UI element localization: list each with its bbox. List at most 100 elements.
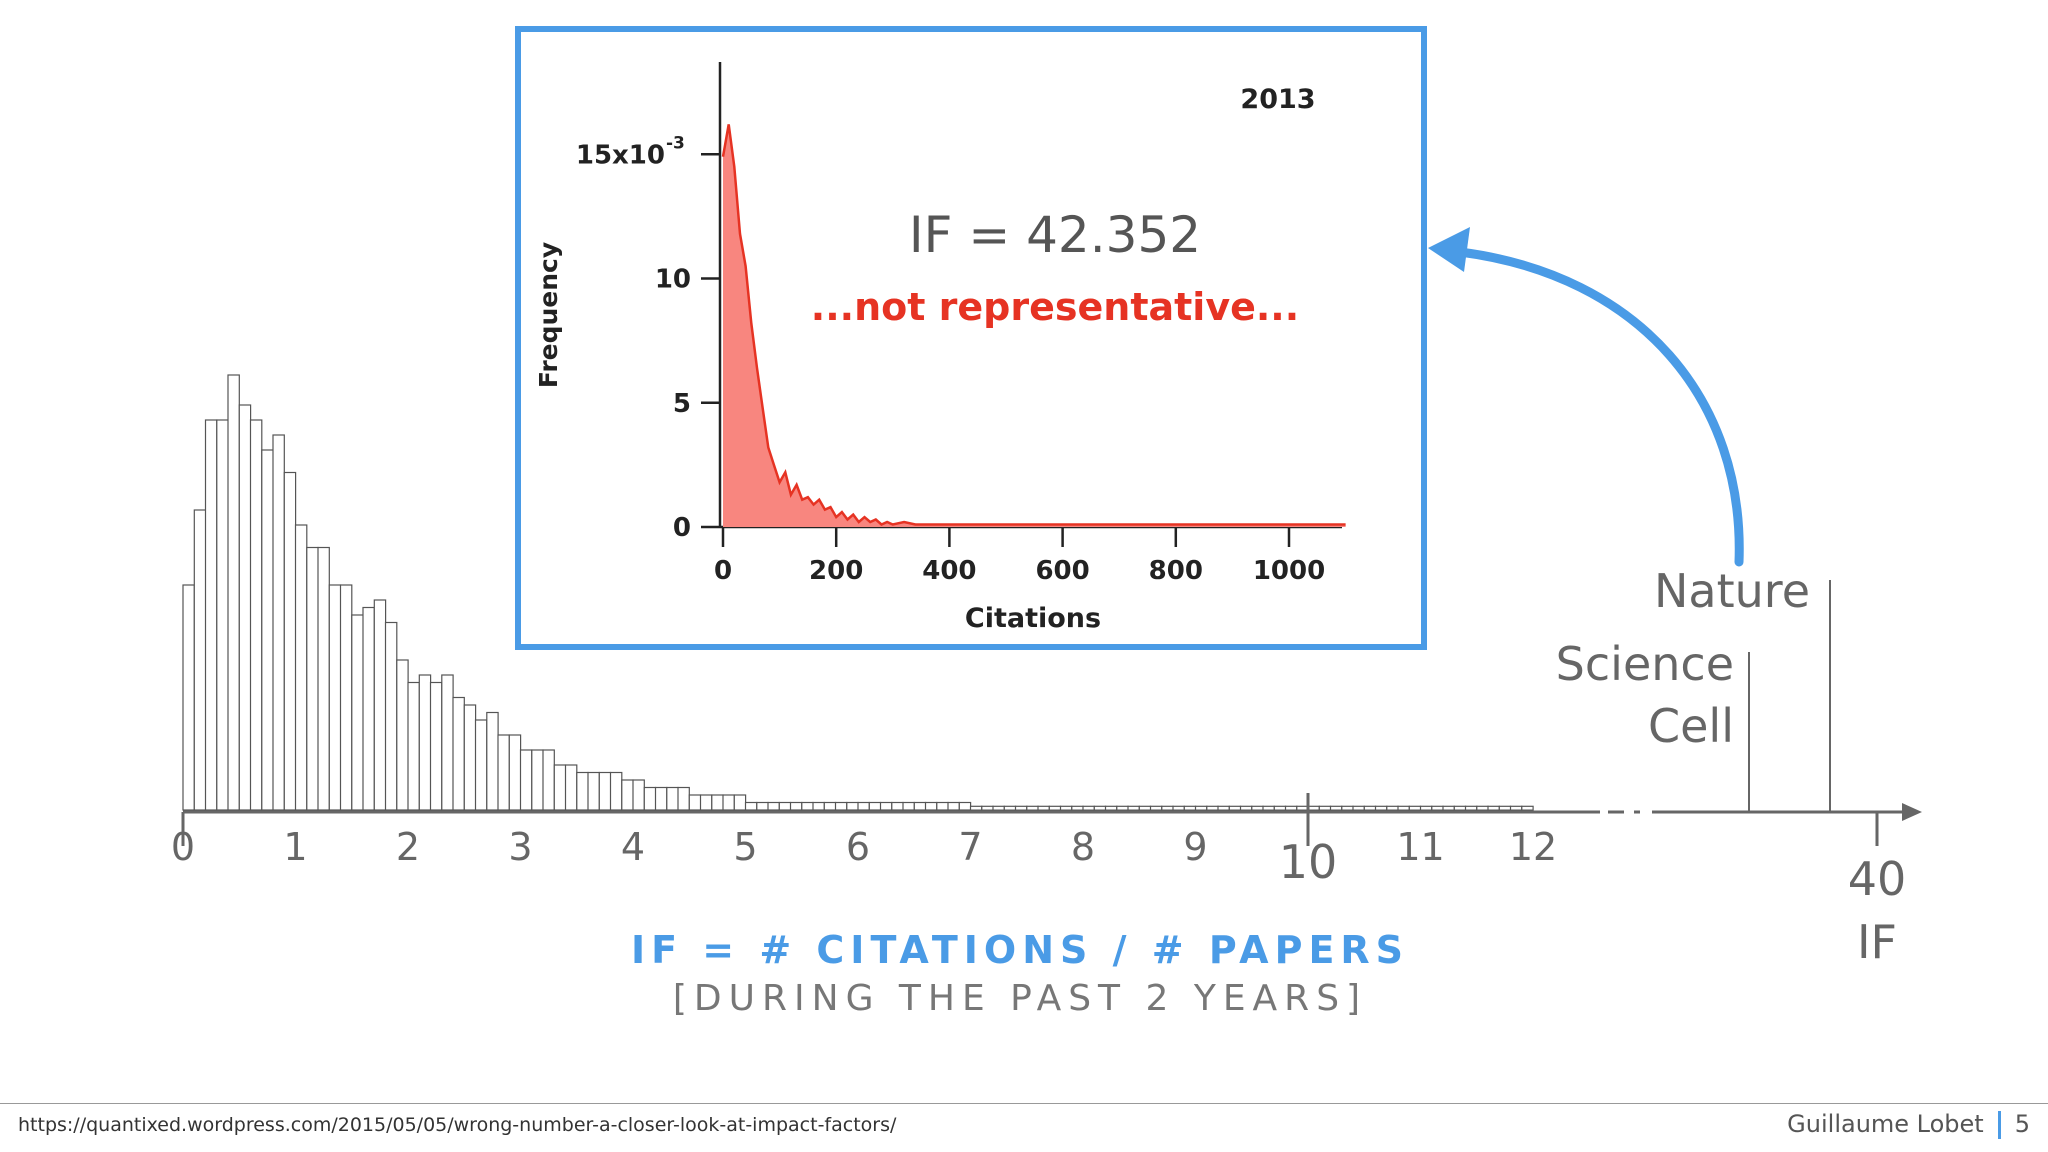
histogram-bar [1172, 805, 1185, 811]
inset-y-tick-label: 0 [673, 513, 691, 543]
cell-label: Cell [1648, 699, 1734, 753]
histogram-bar [767, 801, 780, 811]
if-histogram [182, 374, 1534, 811]
histogram-bar [1521, 805, 1534, 811]
histogram-bar [553, 764, 567, 811]
histogram-bar [902, 801, 915, 811]
histogram-bar [1284, 805, 1298, 811]
histogram-bar [272, 434, 285, 811]
if-axis-tick-label: 6 [846, 825, 870, 869]
histogram-bar [407, 681, 420, 811]
histogram-bar [1442, 805, 1455, 811]
footer-credit: Guillaume Lobet 5 [1787, 1110, 2030, 1139]
if-axis-tick-label: 2 [396, 825, 420, 869]
histogram-bar [486, 711, 499, 811]
histogram-bar [1509, 805, 1523, 811]
histogram-bar [598, 771, 612, 811]
histogram-bar [193, 509, 207, 811]
histogram-bar [463, 704, 477, 811]
histogram-bar [1386, 805, 1399, 811]
histogram-bar [1048, 805, 1062, 811]
histogram-bar [1149, 805, 1163, 811]
histogram-bar [204, 419, 218, 811]
if-axis-ticks: 0 1 2 3 4 5 6 7 8 9 10 11 12 [171, 793, 1557, 889]
footer-page-number: 5 [2014, 1110, 2030, 1138]
histogram-bar [1239, 805, 1253, 811]
histogram-bar [531, 749, 544, 811]
histogram-bar [216, 419, 229, 811]
if-axis-tick-label: 1 [283, 825, 307, 869]
histogram-bar [812, 801, 825, 811]
histogram-bar [1464, 805, 1478, 811]
histogram-bar [1419, 805, 1433, 811]
histogram-bar [1014, 805, 1028, 811]
histogram-bar [317, 546, 330, 811]
inset-y-tick-exponent: -3 [666, 133, 685, 153]
histogram-bar [429, 681, 443, 811]
histogram-bar [1116, 805, 1129, 811]
histogram-bar [891, 801, 904, 811]
inset-xlabel: Citations [965, 603, 1101, 634]
if-far-tick-label: 40 [1848, 852, 1907, 906]
histogram-bar [1071, 805, 1084, 811]
histogram-bar [542, 749, 555, 811]
histogram-bar [969, 805, 983, 811]
histogram-bar [564, 764, 578, 811]
histogram-bar [936, 801, 949, 811]
if-axis-tick-label: 7 [958, 825, 982, 869]
histogram-bar [1093, 805, 1107, 811]
histogram-bar [1318, 805, 1332, 811]
histogram-bar [632, 779, 645, 811]
histogram-bar [1194, 805, 1208, 811]
histogram-bar [1026, 805, 1039, 811]
histogram-bar [1217, 805, 1230, 811]
histogram-bar [778, 801, 792, 811]
inset-if-value: IF = 42.352 [909, 206, 1201, 264]
histogram-bar [418, 674, 432, 811]
callout-arrow [1428, 227, 1744, 567]
histogram-bar [699, 794, 713, 811]
histogram-bar [1003, 805, 1017, 811]
histogram-bar [677, 786, 690, 811]
citation-line [721, 124, 1346, 526]
if-axis-label: IF [1857, 915, 1897, 969]
histogram-bar [733, 794, 747, 811]
journal-markers: Nature Science Cell [1556, 564, 1831, 812]
histogram-bar [1037, 805, 1050, 811]
inset-border [515, 26, 1427, 650]
histogram-bar [339, 584, 353, 811]
histogram-bar [789, 801, 803, 811]
histogram-bar [362, 606, 375, 811]
citation-area [723, 124, 1346, 528]
citation-chart: 0 200 400 600 800 1000 0 5 10 15x10 -3 [576, 62, 1346, 586]
histogram-bar [249, 419, 263, 811]
if-axis-tick-label: 10 [1279, 835, 1338, 889]
if-axis-tick-label: 3 [508, 825, 532, 869]
histogram-bar [981, 805, 994, 811]
histogram-bar [1059, 805, 1073, 811]
histogram-bar [396, 659, 409, 811]
histogram-bar [834, 801, 848, 811]
inset-y-tick-label: 5 [673, 389, 691, 419]
footer-url-link[interactable]: https://quantixed.wordpress.com/2015/05/… [18, 1114, 897, 1136]
histogram-bar [452, 696, 465, 811]
footer-separator [1997, 1111, 2001, 1139]
histogram-bar [711, 794, 724, 811]
histogram-bar [1307, 805, 1320, 811]
histogram-bar [947, 801, 960, 811]
histogram-bar [992, 805, 1005, 811]
histogram-bar [643, 786, 657, 811]
inset-x-tick-label: 800 [1149, 556, 1203, 586]
callout-arrowhead [1428, 227, 1470, 272]
histogram-bar [497, 734, 510, 811]
if-axis-arrowhead [1902, 803, 1922, 821]
histogram-bar [283, 471, 297, 811]
histogram-bar [609, 771, 623, 811]
histogram-bar [722, 794, 735, 811]
histogram-bar [1104, 805, 1118, 811]
histogram-bar [576, 771, 589, 811]
inset-year: 2013 [1240, 84, 1315, 115]
formula-sub: [DURING THE PAST 2 YEARS] [672, 978, 1368, 1019]
histogram-bar [182, 584, 195, 811]
histogram-bar [1341, 805, 1354, 811]
